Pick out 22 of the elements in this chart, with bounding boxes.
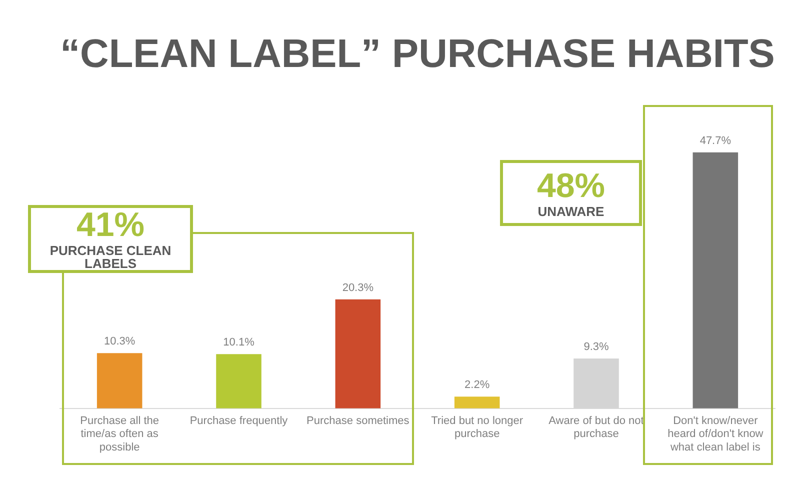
data-label: 2.2% bbox=[464, 379, 490, 392]
x-tick-label: Purchase frequently bbox=[190, 415, 288, 428]
x-tick-label: Purchase sometimes bbox=[306, 415, 410, 428]
data-label: 47.7% bbox=[700, 134, 732, 147]
data-label: 9.3% bbox=[584, 341, 609, 354]
data-label: 20.3% bbox=[342, 282, 374, 294]
x-tick-label: Don't know/never heard of/don't know what clean label is bbox=[668, 415, 764, 454]
x-tick-label: Aware of but do not purchase bbox=[548, 415, 644, 440]
annotation: UNAWARE bbox=[538, 204, 604, 218]
data-label: 10.3% bbox=[104, 336, 136, 348]
chart-title: “CLEAN LABEL” PURCHASE HABITS bbox=[60, 32, 775, 76]
annotation: PURCHASE CLEAN LABELS bbox=[48, 243, 172, 271]
annotation: 41% bbox=[76, 206, 145, 244]
bar bbox=[454, 396, 500, 408]
bar bbox=[335, 299, 381, 408]
bar bbox=[96, 353, 142, 408]
x-tick-label: Purchase all the time/as often as possible bbox=[80, 415, 160, 454]
x-tick-label: Tried but no longer purchase bbox=[431, 415, 524, 440]
bar bbox=[216, 354, 262, 408]
data-label: 10.1% bbox=[223, 336, 255, 349]
bar bbox=[692, 152, 738, 408]
annotation: 48% bbox=[536, 166, 606, 204]
